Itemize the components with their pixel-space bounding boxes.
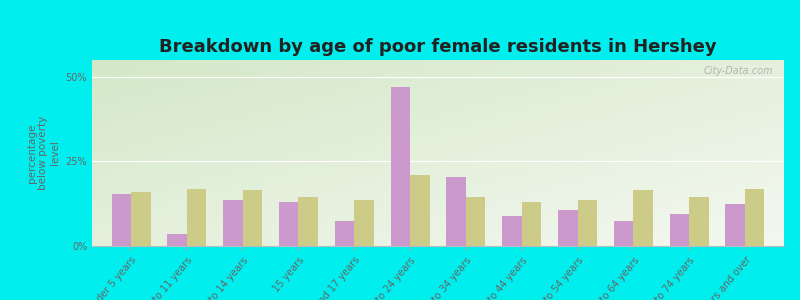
Bar — [558, 211, 578, 246]
Bar — [410, 175, 430, 246]
Bar — [578, 200, 597, 246]
Bar — [390, 87, 410, 246]
Bar — [279, 202, 298, 246]
Bar — [354, 200, 374, 246]
Bar — [670, 214, 689, 246]
Bar — [131, 192, 150, 246]
Text: City-Data.com: City-Data.com — [704, 66, 774, 76]
Bar — [111, 194, 131, 246]
Bar — [446, 177, 466, 246]
Bar — [502, 216, 522, 246]
Bar — [242, 190, 262, 246]
Bar — [614, 220, 634, 246]
Bar — [522, 202, 542, 246]
Title: Breakdown by age of poor female residents in Hershey: Breakdown by age of poor female resident… — [159, 38, 717, 56]
Bar — [298, 197, 318, 246]
Bar — [689, 197, 709, 246]
Bar — [745, 188, 765, 246]
Bar — [466, 197, 486, 246]
Bar — [223, 200, 242, 246]
Bar — [634, 190, 653, 246]
Bar — [187, 188, 206, 246]
Bar — [334, 220, 354, 246]
Bar — [167, 234, 187, 246]
Y-axis label: percentage
below poverty
level: percentage below poverty level — [26, 116, 60, 190]
Bar — [726, 204, 745, 246]
